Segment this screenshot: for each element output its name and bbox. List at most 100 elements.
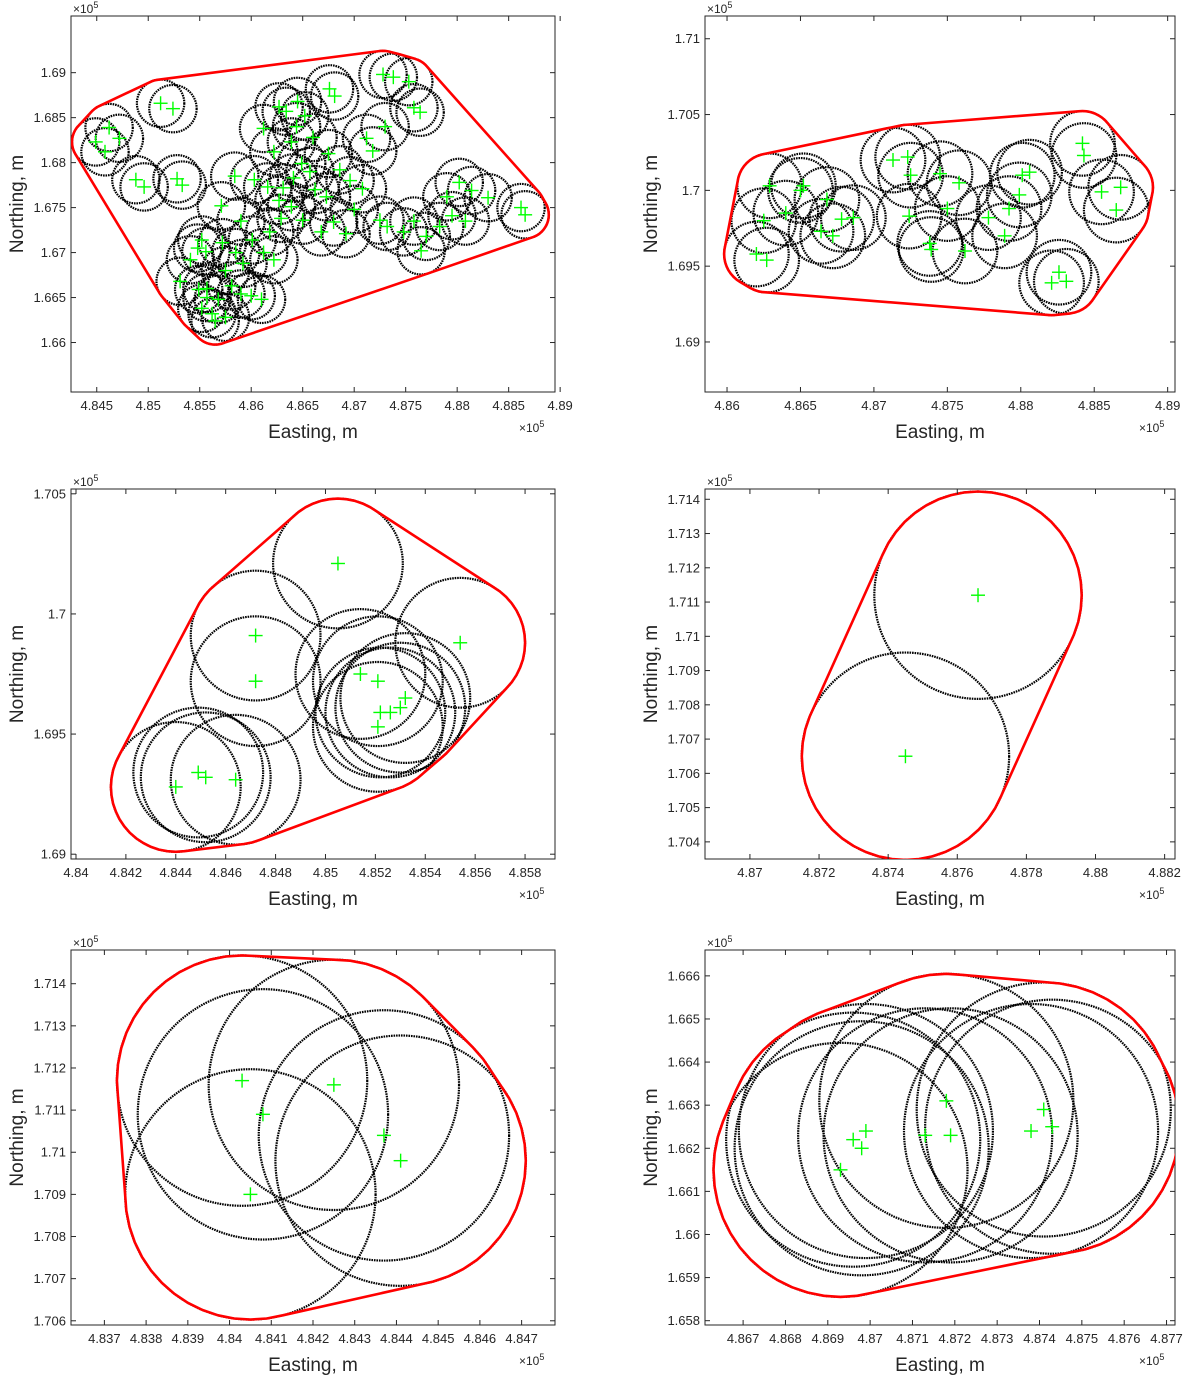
y-tick-label: 1.71 [675, 629, 700, 644]
data-point-marker [198, 770, 213, 785]
data-point-marker [272, 193, 287, 208]
buffer-circle [875, 182, 943, 250]
buffer-circle [434, 157, 485, 208]
buffer-circle [236, 274, 287, 325]
y-tick-label: 1.69 [41, 847, 66, 862]
data-point-marker [191, 282, 206, 297]
x-tick-label: 4.845 [80, 398, 113, 413]
x-tick-label: 4.869 [812, 1331, 845, 1346]
buffer-circle [111, 154, 161, 205]
x-tick-label: 4.872 [803, 865, 836, 880]
buffer-circle [139, 711, 272, 844]
buffer-circle [877, 141, 945, 209]
y-tick-label: 1.69 [675, 334, 700, 349]
buffer-circle [189, 615, 322, 748]
buffer-circle [389, 196, 439, 246]
data-point-marker [245, 232, 260, 247]
data-point-marker [749, 247, 764, 262]
buffer-circle [1068, 158, 1135, 226]
buffer-circle [897, 216, 965, 283]
data-point-marker [858, 1124, 873, 1139]
data-point-marker [376, 67, 391, 82]
buffer-hull-outline [115, 954, 528, 1321]
y-tick-label: 1.665 [667, 1011, 700, 1026]
data-point-marker [1024, 1124, 1039, 1139]
x-tick-label: 4.852 [359, 865, 392, 880]
buffer-hull-outline [71, 49, 551, 346]
data-point-marker [88, 134, 103, 149]
buffer-circle [216, 269, 266, 319]
buffer-circle [360, 101, 410, 152]
x-axis-multiplier: ×105 [1139, 886, 1164, 902]
data-point-marker [266, 252, 281, 267]
data-point-marker [326, 214, 341, 229]
x-tick-label: 4.85 [136, 398, 161, 413]
buffer-circle [324, 646, 457, 779]
y-tick-label: 1.709 [667, 663, 700, 678]
x-axis-multiplier: ×105 [519, 1352, 544, 1368]
chart-panel-6: 4.867 4.868 4.869 4.87 4.871 4.872 4.873 4.874 4… [641, 934, 1183, 1376]
x-tick-label: 4.874 [1023, 1331, 1056, 1346]
data-point-marker [414, 243, 429, 258]
x-tick-label: 4.871 [896, 1331, 929, 1346]
data-point-marker [137, 179, 152, 194]
data-point-marker [198, 244, 213, 259]
data-point-marker [1051, 265, 1066, 280]
data-point-marker [199, 281, 214, 296]
buffer-circle [955, 184, 1022, 252]
data-point-marker [286, 170, 301, 185]
data-point-marker [295, 213, 310, 228]
data-point-marker [952, 175, 967, 190]
data-point-marker [464, 183, 479, 198]
data-point-marker [235, 1073, 250, 1088]
x-tick-label: 4.878 [1010, 865, 1043, 880]
y-tick-label: 1.712 [33, 1060, 66, 1075]
buffer-circle [427, 190, 477, 241]
x-tick-label: 4.89 [547, 398, 572, 413]
data-point-marker [330, 556, 345, 571]
data-point-marker [302, 164, 317, 179]
x-tick-label: 4.88 [1083, 865, 1108, 880]
data-point-marker [922, 236, 937, 251]
buffer-circle [256, 193, 306, 244]
data-point-marker [903, 168, 918, 183]
data-point-marker [413, 105, 428, 120]
data-point-marker [378, 119, 393, 134]
x-tick-label: 4.89 [1155, 398, 1180, 413]
buffer-circle [132, 706, 265, 839]
data-point-marker [208, 313, 223, 328]
y-tick-label: 1.711 [668, 595, 700, 610]
plot-content [722, 109, 1155, 317]
data-point-marker [256, 245, 271, 260]
data-point-marker [396, 224, 411, 239]
data-point-marker [254, 292, 269, 307]
buffer-circle [767, 156, 834, 224]
plot-content [712, 972, 1175, 1299]
data-point-marker [1076, 148, 1091, 163]
x-tick-label: 4.865 [784, 398, 817, 413]
buffer-circle [200, 292, 251, 343]
buffer-circle [229, 154, 280, 205]
buffer-circle [799, 202, 867, 270]
y-tick-label: 1.658 [667, 1313, 700, 1328]
x-axis-label: Easting, m [268, 422, 358, 443]
data-point-marker [419, 229, 434, 244]
x-tick-label: 4.88 [1008, 398, 1033, 413]
data-point-marker [957, 244, 972, 258]
data-point-marker [183, 252, 198, 267]
data-point-marker [256, 121, 271, 136]
chart-panel-4: 4.87 4.872 4.874 4.876 4.878 4.88 4.882 1.704 1.… [641, 473, 1181, 910]
y-tick-label: 1.711 [34, 1103, 66, 1118]
buffer-circle [249, 127, 299, 177]
buffer-circle [378, 207, 429, 257]
data-point-marker [227, 169, 242, 184]
data-point-marker [898, 749, 913, 764]
buffer-circle [314, 145, 365, 195]
data-point-marker [224, 278, 239, 293]
data-point-marker [918, 1128, 933, 1143]
buffer-circle [119, 162, 169, 212]
plot-content [109, 497, 527, 854]
buffer-circle [446, 165, 497, 216]
x-tick-label: 4.84 [217, 1331, 242, 1346]
y-axis-label: Northing, m [7, 625, 28, 723]
